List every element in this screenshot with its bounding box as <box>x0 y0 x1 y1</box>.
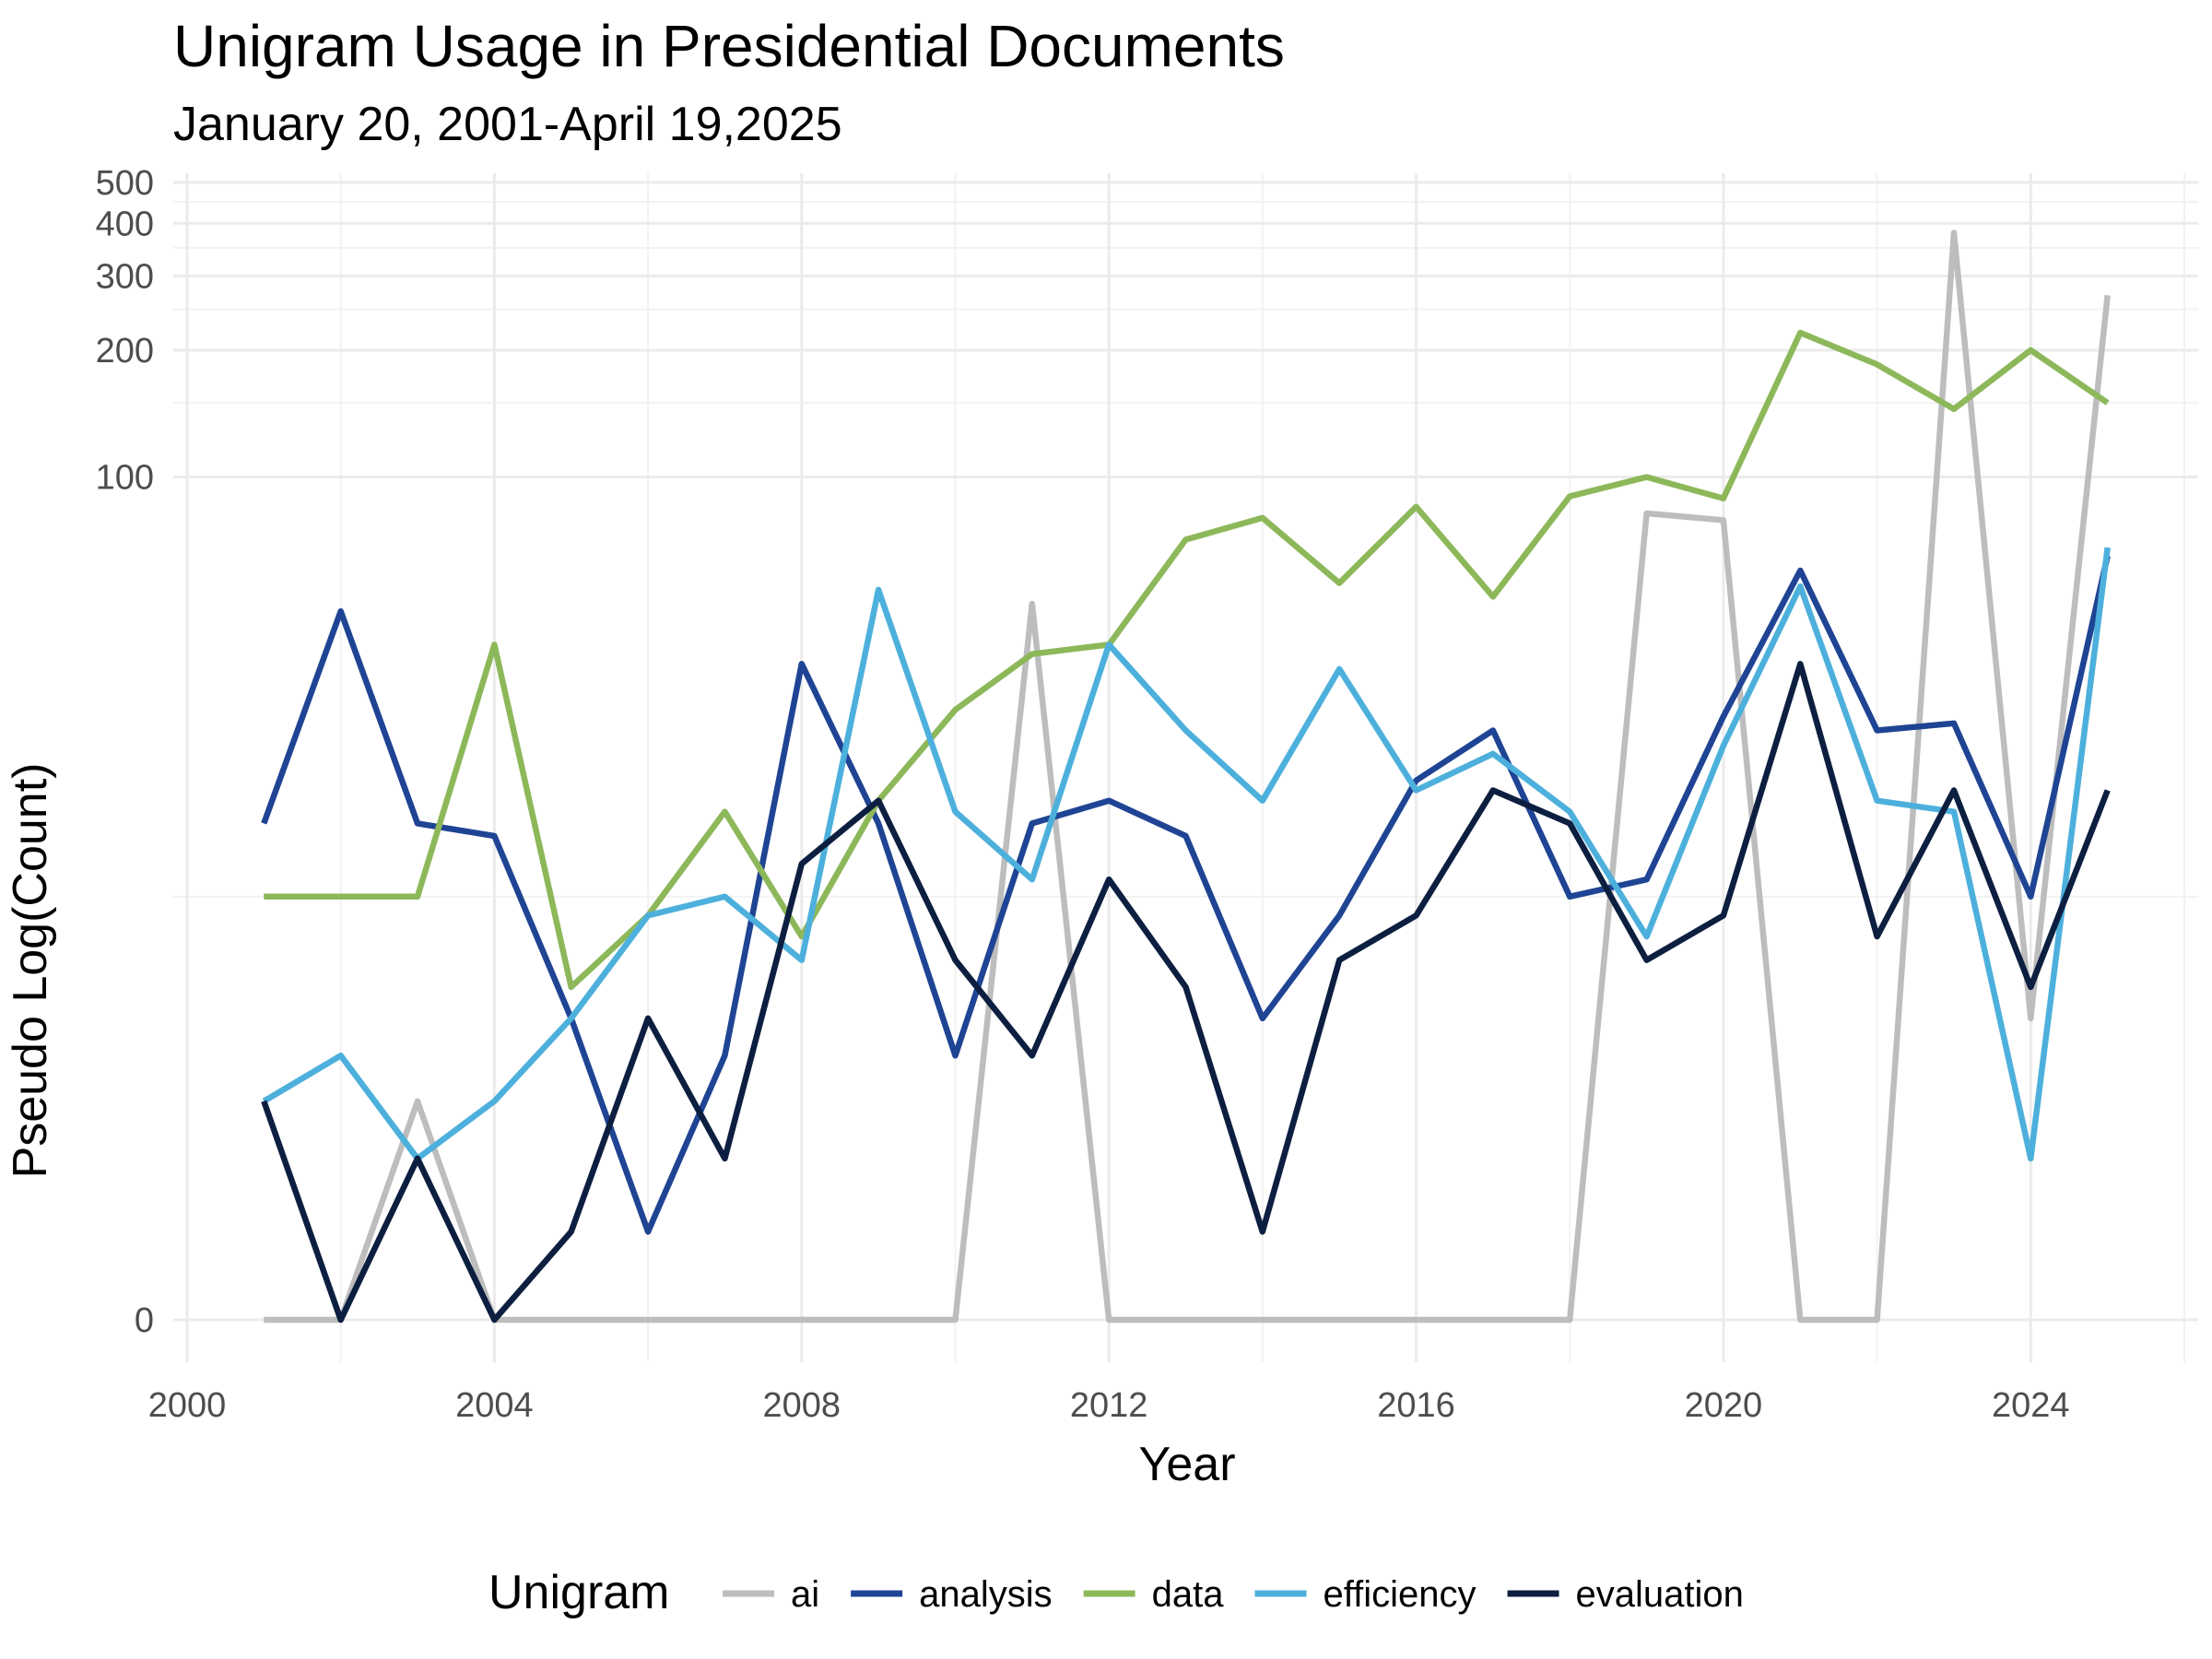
series-line-efficiency <box>262 547 2111 1162</box>
y-tick-label: 300 <box>96 257 154 296</box>
y-tick-label: 200 <box>96 332 154 371</box>
legend-label-evaluation: evaluation <box>1576 1574 1744 1615</box>
legend-item-ai: ai <box>723 1574 819 1615</box>
legend-label-analysis: analysis <box>919 1574 1053 1615</box>
y-tick-label: 400 <box>96 205 154 243</box>
x-axis-title: Year <box>1138 1438 1235 1491</box>
y-tick-label: 100 <box>96 459 154 498</box>
x-tick-label: 2024 <box>1992 1386 2070 1425</box>
series-line-ai <box>264 229 2111 1324</box>
legend-item-data: data <box>1083 1574 1225 1615</box>
grid-lines <box>173 173 2198 1362</box>
legend-label-efficiency: efficiency <box>1324 1574 1477 1615</box>
x-tick-label: 2012 <box>1070 1386 1148 1425</box>
x-tick-label: 2008 <box>762 1386 841 1425</box>
legend-items: ai analysis data efficiency evaluation <box>723 1574 1744 1615</box>
y-tick-label: 500 <box>96 164 154 203</box>
chart-subtitle: January 20, 2001-April 19,2025 <box>173 98 842 151</box>
x-tick-label: 2020 <box>1685 1386 1763 1425</box>
legend-label-ai: ai <box>791 1574 819 1615</box>
y-tick-label: 0 <box>135 1301 154 1340</box>
x-tick-label: 2004 <box>455 1386 534 1425</box>
x-tick-label: 2000 <box>148 1386 227 1425</box>
legend-item-evaluation: evaluation <box>1507 1574 1744 1615</box>
series-line-data <box>264 329 2110 991</box>
legend-item-analysis: analysis <box>851 1574 1053 1615</box>
series-lines <box>261 229 2111 1324</box>
legend-title: Unigram <box>488 1566 670 1619</box>
series-line-evaluation <box>261 661 2111 1324</box>
legend: Unigram ai analysis data efficiency evaluati… <box>488 1566 1744 1619</box>
y-axis-title: Pseudo Log(Count) <box>4 763 57 1179</box>
chart-title: Unigram Usage in Presidential Documents <box>173 13 1285 79</box>
x-tick-label: 2016 <box>1377 1386 1455 1425</box>
legend-item-efficiency: efficiency <box>1254 1574 1477 1615</box>
series-line-analysis <box>261 555 2111 1235</box>
legend-label-data: data <box>1152 1574 1225 1615</box>
x-axis-tick-labels: 2000 2004 2008 2012 2016 2020 2024 <box>148 1386 2070 1425</box>
